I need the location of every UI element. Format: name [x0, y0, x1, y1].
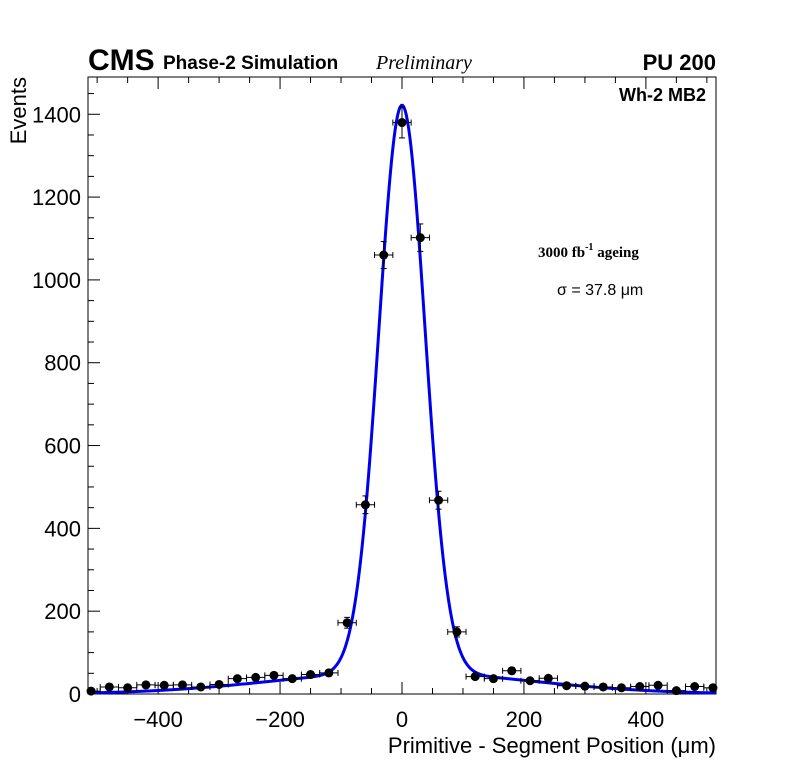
y-tick-label: 200	[44, 599, 81, 624]
data-point	[264, 670, 284, 680]
ageing-label-suffix: ageing	[593, 245, 639, 261]
data-point	[227, 674, 248, 684]
chamber-label: Wh-2 MB2	[619, 85, 706, 105]
data-point	[428, 490, 449, 510]
data-point	[319, 668, 339, 678]
y-axis-label: Events	[6, 77, 31, 144]
data-point	[410, 223, 430, 252]
data-point	[86, 686, 101, 696]
data-point	[99, 682, 119, 692]
data-point	[300, 670, 321, 680]
fit-sigma-label: σ = 37.8 μm	[557, 282, 643, 299]
x-tick-label: −200	[255, 707, 305, 732]
y-tick-label: 1000	[32, 268, 81, 293]
x-axis-ticks: −400 −200 0 200 400	[96, 77, 708, 732]
data-point	[593, 682, 613, 692]
data-points	[86, 106, 718, 696]
x-tick-label: 0	[396, 707, 408, 732]
data-point	[648, 680, 668, 690]
ageing-label-exponent: -1	[585, 242, 593, 253]
data-point	[685, 682, 705, 692]
data-point	[172, 680, 193, 690]
data-point	[703, 683, 718, 693]
y-axis-ticks: 0 200 400 600 800 1000 1200 1400	[32, 93, 100, 707]
x-tick-label: 400	[628, 707, 665, 732]
data-point	[483, 674, 504, 684]
x-axis-label: Primitive - Segment Position (μm)	[388, 733, 716, 758]
ageing-label-value: 3000 fb	[538, 245, 585, 261]
x-tick-label: −400	[133, 707, 183, 732]
x-tick-label: 200	[506, 707, 543, 732]
data-point	[630, 682, 650, 692]
plot-frame	[87, 76, 717, 695]
data-point	[191, 682, 211, 692]
data-point	[575, 681, 595, 691]
data-point	[117, 683, 138, 693]
simulation-label: Phase-2 Simulation	[163, 53, 338, 74]
data-point	[611, 683, 632, 693]
y-tick-label: 1400	[32, 102, 81, 127]
data-point	[282, 674, 302, 684]
fit-curve	[87, 103, 717, 695]
y-tick-label: 1200	[32, 185, 81, 210]
ageing-label: 3000 fb-1 ageing	[538, 242, 639, 261]
data-point	[374, 241, 394, 270]
data-point	[538, 673, 558, 683]
preliminary-label: Preliminary	[375, 52, 472, 74]
data-point	[666, 686, 687, 696]
y-tick-label: 800	[44, 351, 81, 376]
data-point	[136, 680, 156, 690]
y-tick-label: 400	[44, 516, 81, 541]
pileup-label: PU 200	[643, 50, 716, 75]
data-point	[246, 672, 266, 682]
data-point	[355, 495, 376, 515]
y-tick-label: 600	[44, 434, 81, 459]
data-point	[392, 106, 412, 139]
y-tick-label: 0	[69, 682, 81, 707]
data-point	[447, 626, 467, 638]
fit-layer	[87, 103, 717, 695]
data-point	[502, 666, 522, 676]
cms-label: CMS	[88, 44, 155, 77]
data-point	[337, 616, 357, 629]
data-point	[209, 679, 229, 689]
